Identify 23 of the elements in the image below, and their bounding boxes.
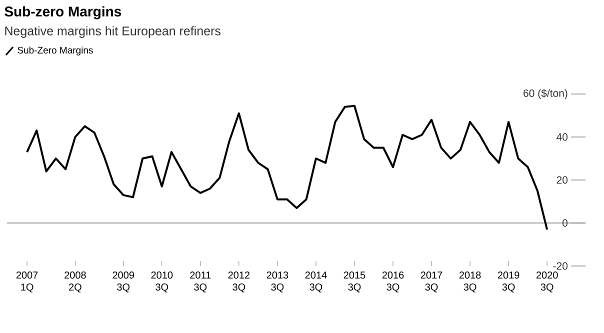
x-tick-label: 2018 3Q <box>459 272 481 292</box>
x-tick-label: 2020 3Q <box>536 272 558 292</box>
y-tick-label: 0 <box>562 219 568 227</box>
y-tick-label: 20 <box>556 176 568 184</box>
x-tick-label: 2019 3Q <box>498 272 520 292</box>
x-tick-label: 2009 3Q <box>112 272 134 292</box>
chart-title: Sub-zero Margins <box>4 6 122 20</box>
y-tick-label: -20 <box>553 262 568 270</box>
chart-subtitle: Negative margins hit European refiners <box>5 26 220 38</box>
x-tick-label: 2008 2Q <box>64 272 86 292</box>
x-tick-label: 2012 3Q <box>228 272 250 292</box>
x-tick-label: 2011 3Q <box>190 272 211 292</box>
x-tick-label: 2007 1Q <box>16 272 38 292</box>
legend-label: Sub-Zero Margins <box>18 46 93 56</box>
x-tick-label: 2016 3Q <box>382 272 404 292</box>
line-series <box>26 104 548 230</box>
y-tick-label: 40 <box>556 133 568 141</box>
x-tick-label: 2015 3Q <box>344 272 366 292</box>
x-tick-label: 2013 3Q <box>266 272 288 292</box>
y-tick-label: 60 ($/ton) <box>524 89 568 99</box>
x-tick-label: 2010 3Q <box>151 272 173 292</box>
x-tick-label: 2017 3Q <box>420 272 442 292</box>
x-tick-label: 2014 3Q <box>305 272 327 292</box>
